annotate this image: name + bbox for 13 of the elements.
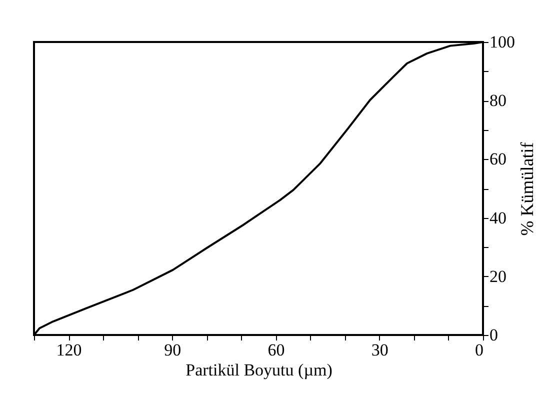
x-tick-label: 30 [371,340,388,360]
y-tick-label: 100 [490,32,515,52]
y-tick-label: 40 [490,208,506,228]
y-tick-label: 80 [490,91,506,110]
x-tick-label: 120 [56,340,82,360]
x-axis-title: Partikül Boyutu (µm) [186,360,332,380]
x-tick-label: 60 [268,340,285,360]
x-tick-label: 90 [164,340,182,360]
y-tick-label: 60 [490,150,506,169]
y-axis-title: % Kümülatif [517,142,537,236]
y-tick-label: 0 [490,326,498,344]
y-tick-label: 20 [490,266,506,286]
x-tick-label: 0 [475,340,484,360]
